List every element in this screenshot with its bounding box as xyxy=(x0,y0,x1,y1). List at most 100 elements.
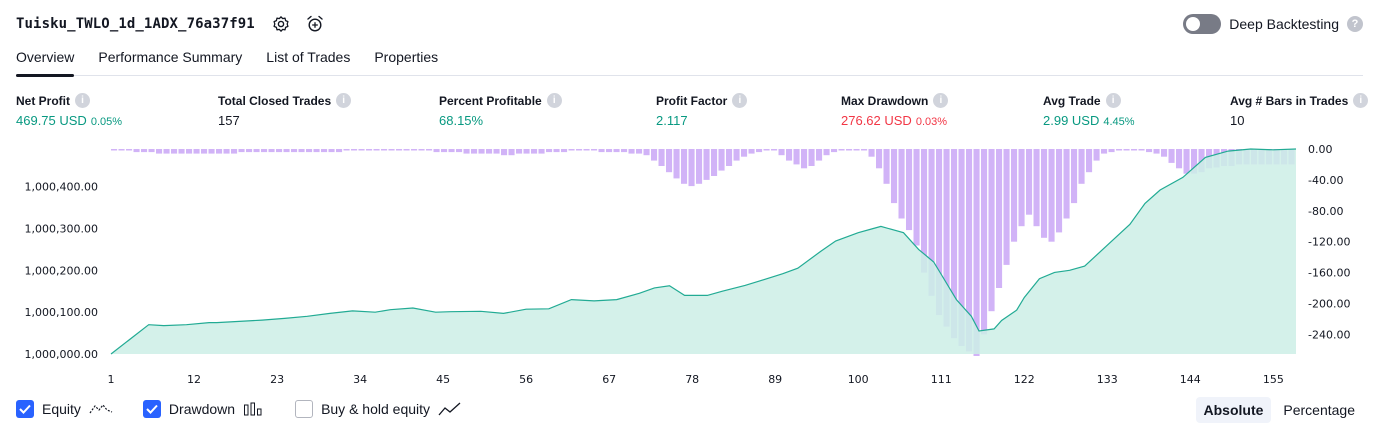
drawdown-bar xyxy=(531,149,538,154)
equity-drawdown-chart[interactable]: 1,000,000.00 1,000,100.00 1,000,200.00 1,00… xyxy=(0,140,1379,392)
drawdown-bar xyxy=(898,149,905,219)
drawdown-bar xyxy=(598,149,605,153)
metric-max-drawdown: Max Drawdown i 276.62 USD 0.03% xyxy=(841,93,949,128)
x-tick-label: 12 xyxy=(187,373,201,386)
percentage-button[interactable]: Percentage xyxy=(1283,402,1355,418)
legend-buy-hold[interactable]: Buy & hold equity xyxy=(295,400,462,418)
drawdown-bar xyxy=(306,149,313,153)
info-icon[interactable]: i xyxy=(732,93,748,108)
deep-backtesting-toggle[interactable] xyxy=(1183,14,1222,34)
tab-properties[interactable]: Properties xyxy=(374,49,439,65)
drawdown-bar xyxy=(666,149,673,173)
report-tabs: Overview Performance Summary List of Tra… xyxy=(16,44,1363,77)
help-icon[interactable]: ? xyxy=(1347,16,1363,32)
info-icon[interactable]: i xyxy=(546,93,562,108)
info-icon[interactable]: i xyxy=(1105,93,1121,108)
buy-hold-line-icon xyxy=(438,402,462,416)
x-tick-label: 122 xyxy=(1014,373,1035,386)
drawdown-bar xyxy=(171,149,178,154)
drawdown-bar xyxy=(763,149,770,151)
drawdown-bar xyxy=(418,149,425,151)
drawdown-bar xyxy=(891,149,898,204)
metric-avg-bars-in-trades: Avg # Bars in Trades i 10 xyxy=(1230,93,1369,128)
drawdown-bar xyxy=(298,149,305,153)
right-tick-label: -40.00 xyxy=(1308,174,1343,187)
right-tick-label: 0.00 xyxy=(1308,143,1333,156)
drawdown-bar xyxy=(808,149,815,166)
deep-backtesting-label: Deep Backtesting xyxy=(1229,16,1339,32)
drawdown-bar xyxy=(156,149,163,154)
drawdown-bar xyxy=(876,149,883,169)
drawdown-bar xyxy=(643,149,650,156)
left-axis: 1,000,000.00 1,000,100.00 1,000,200.00 1,00… xyxy=(25,181,98,361)
x-tick-label: 89 xyxy=(768,373,782,386)
buy-hold-checkbox[interactable] xyxy=(295,400,314,418)
left-tick-label: 1,000,000.00 xyxy=(25,348,98,361)
tab-performance-summary[interactable]: Performance Summary xyxy=(98,49,243,65)
drawdown-bar xyxy=(1101,149,1108,154)
drawdown-bar xyxy=(276,149,283,153)
alarm-clock-add-icon[interactable] xyxy=(305,14,325,34)
deep-backtesting-control: Deep Backtesting ? xyxy=(1183,14,1363,34)
info-icon[interactable]: i xyxy=(75,93,90,108)
drawdown-bar xyxy=(846,149,853,151)
drawdown-bar xyxy=(928,149,935,296)
drawdown-bar xyxy=(351,149,358,151)
drawdown-bar xyxy=(688,149,695,187)
legend-equity[interactable]: Equity xyxy=(16,400,113,418)
drawdown-bar xyxy=(943,149,950,327)
drawdown-bar xyxy=(471,149,478,154)
tab-overview[interactable]: Overview xyxy=(16,44,75,77)
scale-mode-switch: Absolute Percentage xyxy=(1195,397,1364,423)
info-icon[interactable]: i xyxy=(336,93,352,108)
info-icon[interactable]: i xyxy=(1353,93,1369,108)
equity-line xyxy=(110,148,1297,355)
drawdown-bar xyxy=(343,149,350,151)
drawdown-bar xyxy=(1026,149,1033,215)
x-tick-label: 111 xyxy=(931,373,952,386)
report-header: Tuisku_TWLO_1d_1ADX_76a37f91 xyxy=(16,12,325,36)
x-tick-label: 23 xyxy=(270,373,284,386)
drawdown-bar xyxy=(658,149,665,166)
legend-equity-label: Equity xyxy=(42,401,81,417)
info-icon[interactable]: i xyxy=(933,93,949,108)
drawdown-bar xyxy=(1168,149,1175,163)
drawdown-bar xyxy=(936,149,943,316)
metric-percent: 0.03% xyxy=(915,116,948,128)
metric-value: 469.75 USD xyxy=(16,113,87,128)
drawdown-bar xyxy=(771,149,778,151)
drawdown-bar xyxy=(838,149,845,151)
drawdown-bar xyxy=(756,149,763,153)
drawdown-bar xyxy=(1108,149,1115,153)
drawdown-bar xyxy=(561,149,568,153)
x-tick-label: 67 xyxy=(602,373,616,386)
equity-checkbox[interactable] xyxy=(16,400,34,418)
legend-buy-hold-label: Buy & hold equity xyxy=(321,401,431,417)
metric-profit-factor: Profit Factor i 2.117 xyxy=(656,93,748,128)
absolute-button[interactable]: Absolute xyxy=(1195,397,1272,423)
drawdown-bar xyxy=(801,149,808,169)
drawdown-bar xyxy=(1176,149,1183,169)
settings-gear-icon[interactable] xyxy=(271,14,291,34)
drawdown-bar xyxy=(126,149,133,151)
drawdown-bar xyxy=(733,149,740,161)
x-tick-label: 56 xyxy=(519,373,533,386)
drawdown-bar xyxy=(973,149,980,356)
tab-list-of-trades[interactable]: List of Trades xyxy=(266,49,351,65)
drawdown-bar xyxy=(111,149,118,151)
legend-drawdown[interactable]: Drawdown xyxy=(142,400,265,418)
drawdown-bar xyxy=(148,149,155,153)
right-tick-label: -160.00 xyxy=(1308,267,1350,280)
drawdown-bar xyxy=(823,149,830,156)
drawdown-bar xyxy=(913,149,920,246)
drawdown-checkbox[interactable] xyxy=(142,400,161,418)
drawdown-bar xyxy=(1063,149,1070,219)
drawdown-bar xyxy=(1071,149,1078,204)
drawdown-bar xyxy=(291,149,298,153)
drawdown-bar xyxy=(1018,149,1025,227)
drawdown-bar xyxy=(793,149,800,165)
drawdown-bar xyxy=(981,149,988,335)
metrics-row: Net Profit i 469.75 USD 0.05% Total Closed… xyxy=(16,93,1369,129)
drawdown-bar xyxy=(748,149,755,154)
metric-value: 2.99 USD xyxy=(1043,113,1100,128)
